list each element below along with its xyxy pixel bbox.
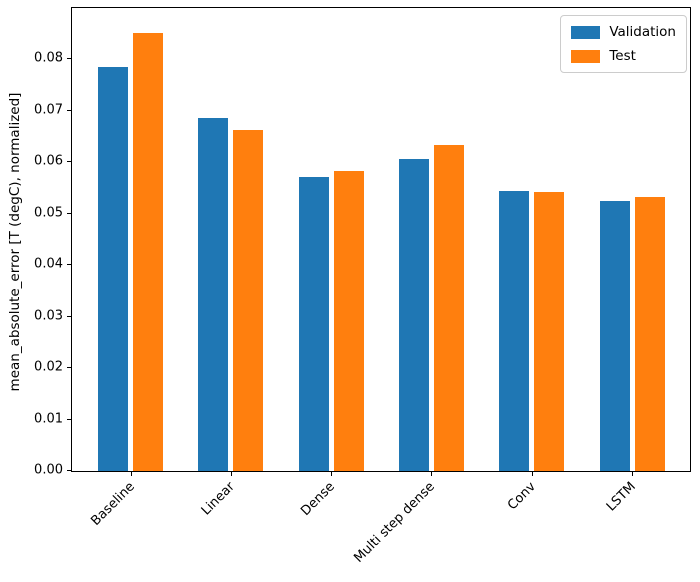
x-tick-mark [531,472,533,476]
y-tick-label: 0.08 [34,50,63,66]
y-tick-mark [67,418,71,420]
y-tick-label: 0.05 [34,205,63,221]
bar-test-1 [233,129,264,471]
bar-validation-2 [298,177,329,471]
x-tick-mark [130,472,132,476]
legend-item-test: Test [571,48,676,64]
legend-item-validation: Validation [571,24,676,40]
bar-test-0 [133,32,163,471]
bar-validation-5 [599,201,630,471]
bar-test-5 [634,196,665,471]
y-tick-label: 0.02 [34,359,63,375]
y-tick-label: 0.07 [34,102,63,118]
y-axis-label: mean_absolute_error [T (degC), normalize… [7,92,23,391]
legend-label-test: Test [609,48,636,64]
y-tick-label: 0.01 [34,411,63,427]
y-tick-label: 0.03 [34,308,63,324]
y-tick-mark [67,315,71,317]
bar-validation-0 [98,67,128,471]
y-tick-label: 0.00 [34,462,63,478]
x-tick-label-text: Conv [504,479,539,514]
bar-test-3 [433,145,464,471]
y-tick-label: 0.06 [34,153,63,169]
y-tick-mark [67,264,71,266]
validation-swatch [571,25,601,39]
x-tick-mark [331,472,333,476]
bar-test-2 [333,171,364,471]
y-tick-mark [67,212,71,214]
y-tick-label: 0.04 [34,256,63,272]
y-tick-mark [67,367,71,369]
x-tick-mark [230,472,232,476]
y-tick-mark [67,161,71,163]
x-tick-label-text: Multi step dense [351,479,439,566]
x-tick-label-text: Baseline [87,479,138,529]
y-tick-mark [67,58,71,60]
y-tick-mark [67,470,71,471]
bar-validation-1 [198,118,229,471]
plot-area [71,7,691,472]
test-swatch [571,49,601,63]
bar-test-4 [534,192,565,471]
x-tick-mark [431,472,433,476]
legend: Validation Test [560,15,687,73]
legend-label-validation: Validation [609,24,676,40]
x-tick-label-text: Dense [298,479,338,519]
x-tick-label-text: Linear [198,479,238,519]
bar-validation-4 [499,191,530,471]
y-tick-mark [67,109,71,111]
x-tick-label-text: LSTM [603,479,639,515]
x-tick-mark [632,472,633,476]
bar-validation-3 [398,158,429,471]
